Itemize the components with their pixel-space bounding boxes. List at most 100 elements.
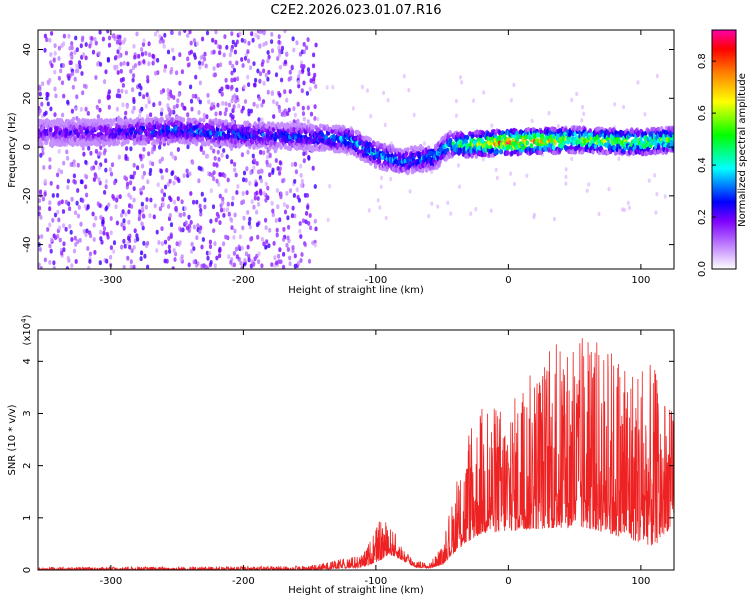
spectrogram-noise-cell: [147, 151, 151, 157]
spectrogram-noise-cell: [262, 80, 266, 86]
spectrogram-noise-cell: [303, 241, 307, 246]
spectrogram-noise-cell: [174, 251, 178, 257]
spectrogram-noise-cell: [74, 106, 78, 112]
spectrogram-noise-cell: [115, 39, 120, 45]
spectrogram-noise-cell: [262, 68, 266, 74]
spectrogram-noise-cell: [162, 43, 166, 49]
spectrogram-noise-cell: [299, 163, 303, 169]
spectrogram-noise-cell: [282, 237, 286, 242]
spectrogram-noise-cell: [212, 49, 216, 55]
spectrogram-noise-cell: [40, 234, 44, 239]
spectrogram-noise-cell: [116, 49, 120, 54]
spectrogram-noise-cell: [304, 219, 308, 225]
spectrogram-faint-cell: [351, 106, 355, 111]
spectrogram-noise-cell: [88, 251, 92, 257]
spectrogram-ridge-cell: [177, 126, 181, 132]
spectrogram-noise-cell: [211, 37, 215, 43]
spectrogram-ridge-cell: [330, 128, 335, 134]
spectrogram-noise-cell: [199, 147, 203, 152]
spectrogram-faint-cell: [458, 184, 461, 189]
spectrogram-noise-cell: [209, 188, 213, 194]
spectrogram-ridge-cell: [200, 136, 205, 142]
spectrogram-noise-cell: [278, 92, 282, 98]
spectrogram-faint-cell: [407, 88, 411, 93]
spectrogram-ridge-cell: [442, 139, 446, 145]
spectrogram-noise-cell: [75, 47, 79, 53]
spectrogram-noise-cell: [85, 174, 89, 180]
spectrogram-noise-cell: [70, 41, 74, 46]
spectrogram-noise-cell: [78, 64, 82, 70]
snr-ytick-label: 1: [22, 515, 33, 521]
spectrogram-noise-cell: [218, 246, 222, 252]
spectrogram-faint-cell: [459, 75, 462, 80]
spectrogram-noise-cell: [167, 244, 171, 250]
spectrogram-ridge-cell: [318, 123, 323, 129]
spectrogram-noise-cell: [72, 173, 76, 179]
spectrogram-noise-cell: [192, 199, 196, 205]
spectrogram-faint-cell: [495, 175, 499, 181]
spectrogram-noise-cell: [122, 218, 126, 224]
spectrogram-noise-cell: [145, 197, 149, 202]
spectrogram-noise-cell: [224, 101, 228, 107]
spectrogram-ridge-cell: [231, 119, 235, 126]
spectrogram-noise-cell: [266, 149, 270, 154]
spectrogram-noise-cell: [253, 195, 257, 201]
spectrogram-noise-cell: [92, 222, 96, 228]
spectrogram-noise-cell: [87, 265, 91, 269]
spectrogram-noise-cell: [213, 263, 217, 269]
spectrogram-noise-cell: [64, 226, 68, 232]
spectrogram-noise-cell: [314, 42, 318, 48]
spectrogram-faint-cell: [366, 88, 369, 93]
spectrogram-noise-cell: [155, 30, 160, 34]
spectrogram-noise-cell: [52, 265, 56, 269]
spectrogram-ridge-cell: [314, 146, 318, 152]
spectrogram-noise-cell: [114, 55, 118, 60]
spectrogram-noise-cell: [158, 159, 162, 164]
spectrogram-noise-cell: [38, 211, 41, 217]
spectrogram-ridge-cell: [588, 128, 592, 134]
spectrogram-noise-cell: [203, 197, 207, 203]
spectrogram-noise-cell: [79, 43, 83, 49]
spectrogram-noise-cell: [119, 77, 123, 83]
spectrogram-noise-cell: [98, 107, 102, 113]
spectrogram-noise-cell: [266, 58, 270, 64]
spectrogram-noise-cell: [156, 57, 160, 63]
spectrogram-noise-cell: [142, 146, 146, 152]
spectrogram-noise-cell: [164, 249, 168, 255]
spectrogram-noise-cell: [84, 106, 88, 112]
spectrogram-noise-cell: [222, 241, 226, 247]
spectrogram-ridge-cell: [79, 129, 84, 135]
spectrogram-noise-cell: [94, 160, 98, 166]
spectrogram-noise-cell: [141, 205, 145, 211]
spectrogram-noise-cell: [249, 263, 253, 269]
spectrogram-noise-cell: [53, 212, 58, 218]
spectrogram-noise-cell: [121, 102, 125, 108]
spectrogram-noise-cell: [154, 70, 158, 76]
spectrogram-ridge-cell: [332, 133, 336, 139]
spectrogram-noise-cell: [297, 260, 301, 266]
spectrogram-noise-cell: [287, 76, 291, 82]
spectrogram-noise-cell: [275, 101, 279, 106]
spectrogram-noise-cell: [120, 88, 124, 94]
spectrogram-faint-cell: [597, 211, 601, 217]
spectrogram-noise-cell: [69, 229, 73, 235]
spectrogram-noise-cell: [200, 191, 204, 197]
spectrogram-noise-cell: [94, 75, 98, 80]
spectrogram-noise-cell: [46, 101, 50, 107]
spectrogram-noise-cell: [140, 106, 144, 112]
spectrogram-noise-cell: [231, 63, 235, 69]
spectrogram-noise-cell: [203, 51, 207, 57]
spectrogram-noise-cell: [202, 263, 206, 269]
spectrogram-noise-cell: [82, 229, 86, 234]
spectrogram-noise-cell: [103, 190, 107, 195]
spectrogram-noise-cell: [230, 31, 234, 36]
spectrogram-noise-cell: [312, 76, 316, 82]
spectrogram-noise-cell: [162, 202, 166, 208]
spectrogram-noise-cell: [163, 68, 167, 73]
spectrogram-noise-cell: [225, 45, 229, 50]
spectrogram-faint-cell: [384, 215, 388, 221]
spectrogram-noise-cell: [141, 185, 146, 191]
spectrogram-noise-cell: [39, 214, 43, 220]
spectrogram-noise-cell: [293, 179, 297, 184]
spectrogram-noise-cell: [141, 42, 146, 47]
